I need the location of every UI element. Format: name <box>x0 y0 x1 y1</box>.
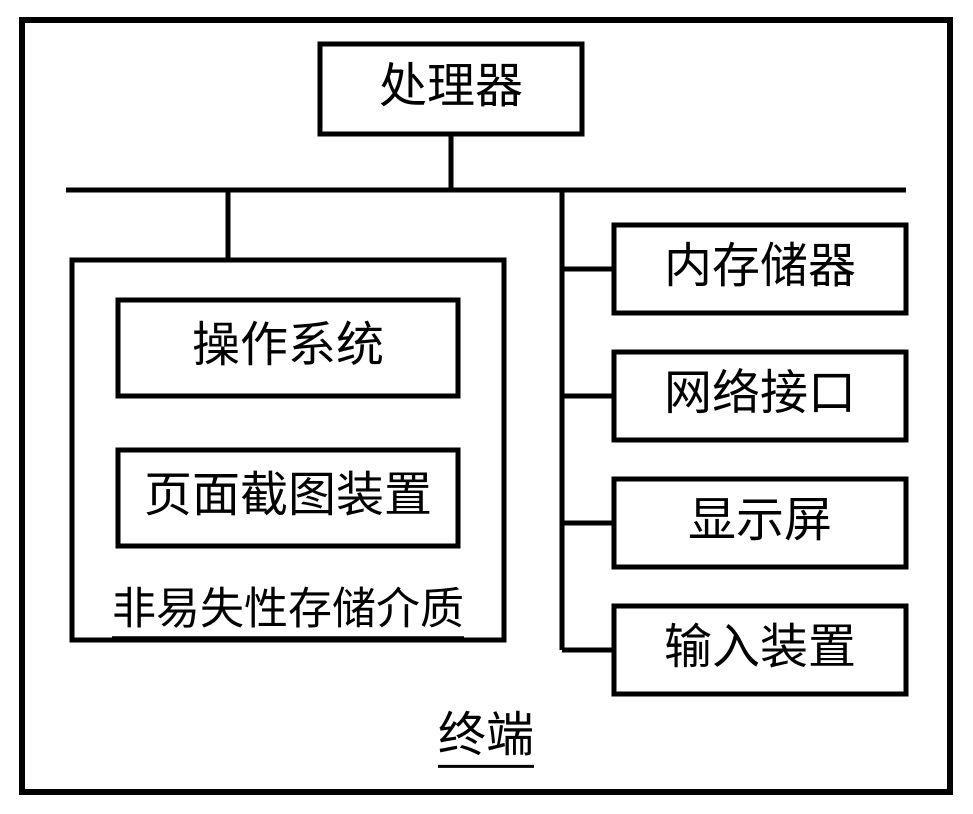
node-label-memory: 内存储器 <box>664 240 856 293</box>
node-label-os: 操作系统 <box>192 319 384 372</box>
node-label-input: 输入装置 <box>664 621 856 674</box>
node-label-terminal: 终端 <box>438 709 534 762</box>
node-label-screenshot: 页面截图装置 <box>144 469 432 522</box>
node-label-processor: 处理器 <box>379 60 523 113</box>
node-label-nvstorage: 非易失性存储介质 <box>112 585 464 634</box>
terminal-block-diagram: 处理器非易失性存储介质 操作系统页面截图装置 内存储器网络接口显示屏输入装置终端 <box>0 0 973 814</box>
node-label-network: 网络接口 <box>664 367 856 420</box>
node-label-display: 显示屏 <box>688 494 832 547</box>
